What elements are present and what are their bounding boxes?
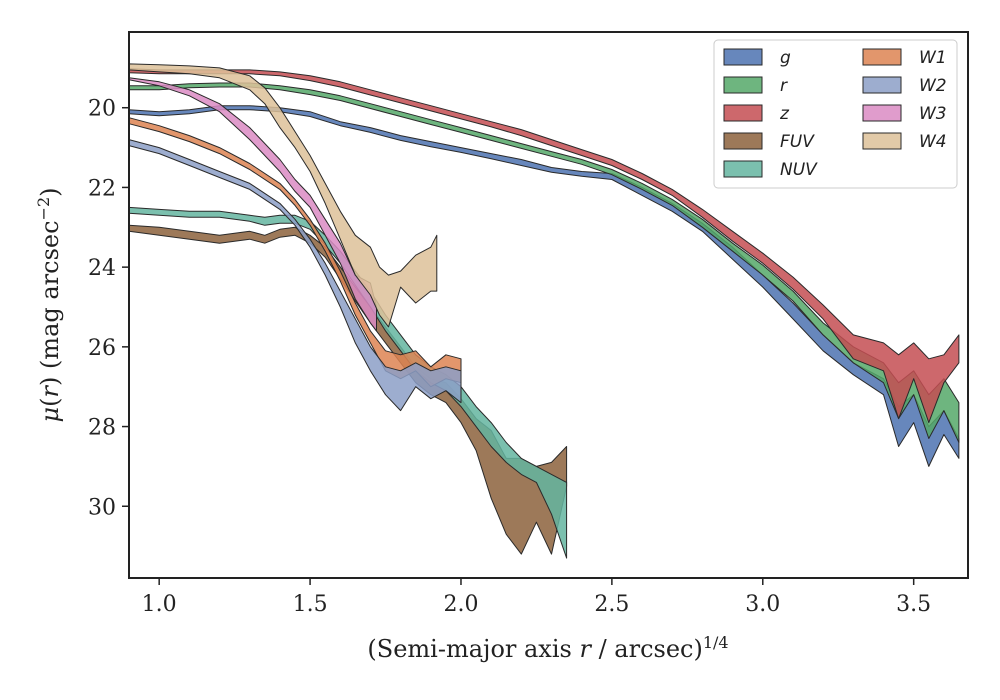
legend-swatch-r bbox=[723, 76, 763, 94]
legend-label-fuv: FUV bbox=[780, 132, 815, 152]
legend-swatch-w2 bbox=[862, 76, 902, 94]
legend-label-nuv: NUV bbox=[780, 160, 818, 180]
x-tick-label: 1.0 bbox=[142, 592, 177, 617]
y-tick-label: 26 bbox=[88, 336, 116, 361]
legend-swatch-nuv bbox=[723, 160, 763, 178]
y-tick-label: 22 bbox=[88, 176, 116, 201]
legend-label-z: z bbox=[779, 104, 790, 124]
x-tick-label: 1.5 bbox=[293, 592, 328, 617]
x-tick-label: 2.5 bbox=[594, 592, 629, 617]
x-tick-label: 3.0 bbox=[745, 592, 780, 617]
band-z bbox=[128, 68, 960, 424]
y-tick-label: 20 bbox=[88, 97, 116, 122]
plot-frame bbox=[128, 31, 969, 579]
y-tick-label: 28 bbox=[88, 416, 116, 441]
band-w4 bbox=[128, 63, 438, 328]
band-w3 bbox=[128, 77, 377, 332]
y-tick-label: 24 bbox=[88, 256, 116, 281]
x-tick-label: 3.5 bbox=[896, 592, 931, 617]
band-nuv bbox=[128, 206, 568, 559]
y-axis-label: μ(r) (mag arcsec−2) bbox=[34, 187, 64, 422]
legend-label-r: r bbox=[780, 76, 788, 96]
legend-label-w1: W1 bbox=[919, 48, 947, 68]
legend-label-g: g bbox=[780, 48, 791, 68]
legend-swatch-w3 bbox=[862, 104, 902, 122]
x-tick-label: 2.0 bbox=[443, 592, 478, 617]
axis-ticks: 1.0 1.5 2.0 2.5 3.0 3.5 20 22 24 26 28 30 bbox=[88, 97, 931, 617]
legend-swatch-g bbox=[723, 48, 763, 66]
legend-label-w2: W2 bbox=[919, 76, 947, 96]
legend-label-w4: W4 bbox=[919, 132, 947, 152]
legend-swatch-w4 bbox=[862, 132, 902, 150]
x-axis-label: (Semi-major axis r / arcsec)1/4 bbox=[367, 633, 728, 663]
band-r bbox=[128, 82, 960, 443]
band-w2 bbox=[128, 139, 462, 412]
y-tick-label: 30 bbox=[88, 495, 116, 520]
legend-label-w3: W3 bbox=[919, 104, 947, 124]
legend: grz FUV NUV W1 W2 W3 W4 bbox=[713, 39, 958, 189]
legend-swatch-z bbox=[723, 104, 763, 122]
legend-swatch-w1 bbox=[862, 48, 902, 66]
legend-swatch-fuv bbox=[723, 132, 763, 150]
series-layer bbox=[128, 63, 960, 559]
band-g bbox=[128, 105, 960, 467]
